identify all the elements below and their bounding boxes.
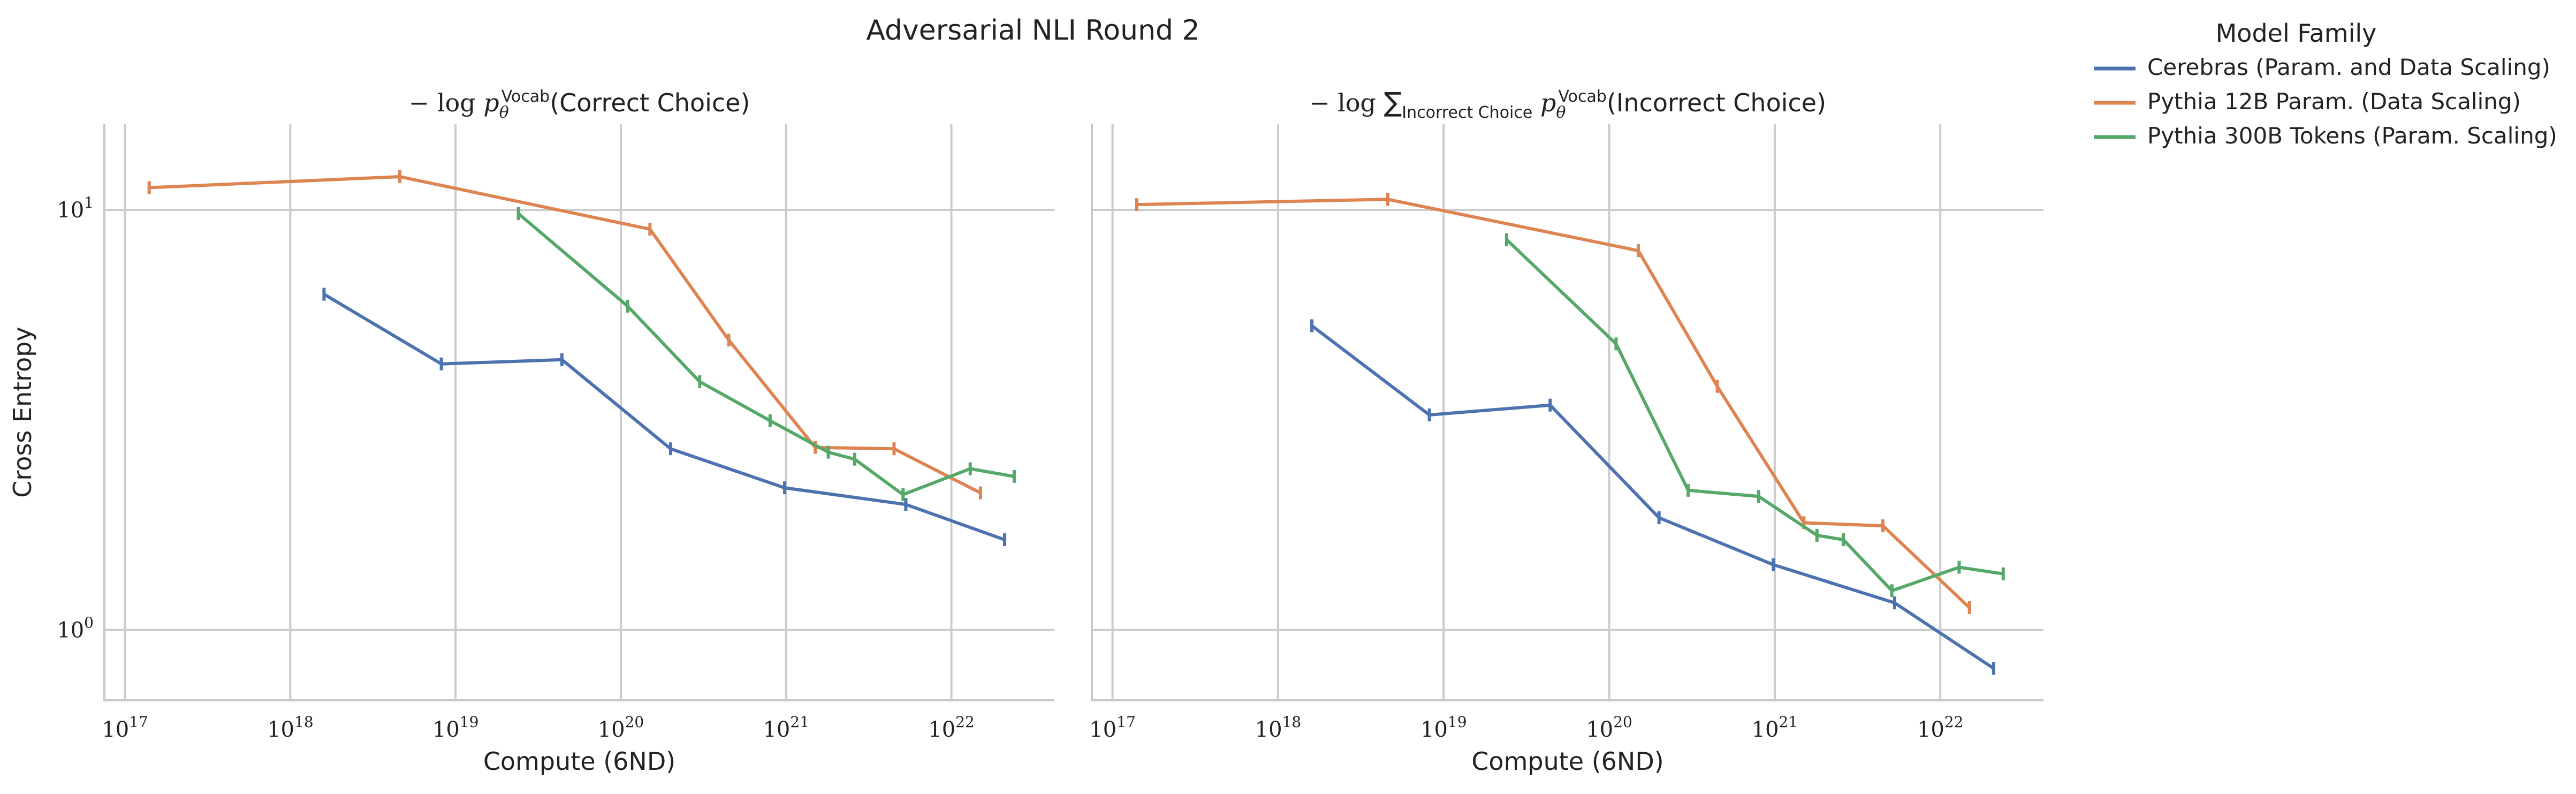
series-line (149, 175, 982, 495)
y-tick-label: 100 (57, 614, 94, 643)
x-tick-label: 1022 (928, 713, 975, 742)
x-tick-label: 1019 (432, 713, 479, 742)
x-tick-label: 1017 (102, 713, 148, 742)
series-line (517, 212, 1015, 496)
y-tick-label: 101 (57, 194, 94, 223)
x-axis-label: Compute (6ND) (1471, 747, 1663, 776)
legend-label: Pythia 300B Tokens (Param. Scaling) (2147, 123, 2557, 149)
series-line (1311, 324, 1995, 670)
legend: Model Family Cerebras (Param. and Data S… (2094, 19, 2557, 149)
legend-label: Cerebras (Param. and Data Scaling) (2147, 54, 2550, 80)
panel-title: − log pθVocab(Correct Choice) (409, 87, 750, 122)
x-tick-label: 1018 (1255, 713, 1302, 742)
legend-label: Pythia 12B Param. (Data Scaling) (2147, 88, 2521, 115)
figure-title: Adversarial NLI Round 2 (866, 14, 1199, 47)
series-line (1505, 238, 2004, 593)
x-tick-label: 1020 (598, 713, 644, 742)
x-tick-label: 1021 (763, 713, 809, 742)
x-tick-label: 1018 (267, 713, 314, 742)
series-line (323, 292, 1006, 541)
axis-spine (1091, 124, 2043, 701)
legend-title: Model Family (2216, 19, 2377, 48)
panel-title: − log ∑Incorrect Choice pθVocab(Incorrec… (1309, 87, 1826, 122)
x-tick-label: 1021 (1752, 713, 1798, 742)
panel-incorrect-choice: 1017 1018 1019 1020 1021 1022 Compute (6ND) − l… (1089, 87, 2043, 776)
series-line (1136, 198, 1971, 609)
x-tick-label: 1019 (1420, 713, 1467, 742)
axis-spine (103, 124, 1054, 701)
panel-correct-choice: 1017 1018 1019 1020 1021 1022 100 101 Compute (6… (8, 87, 1054, 776)
x-tick-label: 1020 (1586, 713, 1632, 742)
x-tick-label: 1022 (1917, 713, 1964, 742)
x-tick-label: 1017 (1089, 713, 1136, 742)
x-axis-label: Compute (6ND) (483, 747, 675, 776)
y-axis-label: Cross Entropy (8, 327, 37, 497)
